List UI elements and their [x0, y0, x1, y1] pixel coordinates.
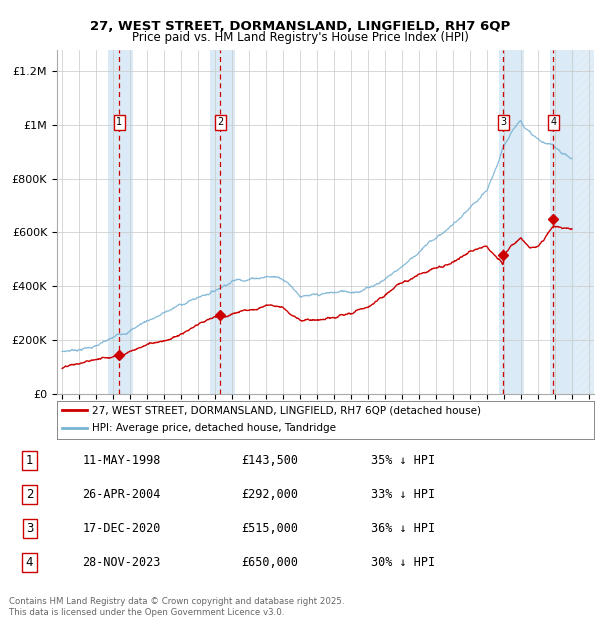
Bar — [550, 50, 575, 394]
Text: £292,000: £292,000 — [241, 488, 298, 501]
Text: Contains HM Land Registry data © Crown copyright and database right 2025.
This d: Contains HM Land Registry data © Crown c… — [9, 598, 344, 617]
Text: £143,500: £143,500 — [241, 454, 298, 467]
Text: 3: 3 — [26, 522, 33, 535]
Text: HPI: Average price, detached house, Tandridge: HPI: Average price, detached house, Tand… — [92, 423, 336, 433]
Text: 27, WEST STREET, DORMANSLAND, LINGFIELD, RH7 6QP (detached house): 27, WEST STREET, DORMANSLAND, LINGFIELD,… — [92, 405, 481, 415]
Text: 26-APR-2004: 26-APR-2004 — [82, 488, 161, 501]
Text: 17-DEC-2020: 17-DEC-2020 — [82, 522, 161, 535]
Bar — [108, 50, 133, 394]
Text: 1: 1 — [26, 454, 33, 467]
Text: 2: 2 — [217, 117, 224, 127]
Text: 1: 1 — [116, 117, 122, 127]
Text: 2: 2 — [26, 488, 33, 501]
Text: 28-NOV-2023: 28-NOV-2023 — [82, 556, 161, 569]
Text: £515,000: £515,000 — [241, 522, 298, 535]
Text: 30% ↓ HPI: 30% ↓ HPI — [371, 556, 434, 569]
Text: 27, WEST STREET, DORMANSLAND, LINGFIELD, RH7 6QP: 27, WEST STREET, DORMANSLAND, LINGFIELD,… — [90, 20, 510, 33]
Text: Price paid vs. HM Land Registry's House Price Index (HPI): Price paid vs. HM Land Registry's House … — [131, 31, 469, 44]
Text: 3: 3 — [500, 117, 506, 127]
Text: 11-MAY-1998: 11-MAY-1998 — [82, 454, 161, 467]
Text: 4: 4 — [26, 556, 33, 569]
Text: 4: 4 — [550, 117, 556, 127]
Text: 36% ↓ HPI: 36% ↓ HPI — [371, 522, 434, 535]
Text: £650,000: £650,000 — [241, 556, 298, 569]
Bar — [210, 50, 235, 394]
Bar — [499, 50, 524, 394]
Text: 35% ↓ HPI: 35% ↓ HPI — [371, 454, 434, 467]
Bar — [575, 50, 594, 394]
Text: 33% ↓ HPI: 33% ↓ HPI — [371, 488, 434, 501]
